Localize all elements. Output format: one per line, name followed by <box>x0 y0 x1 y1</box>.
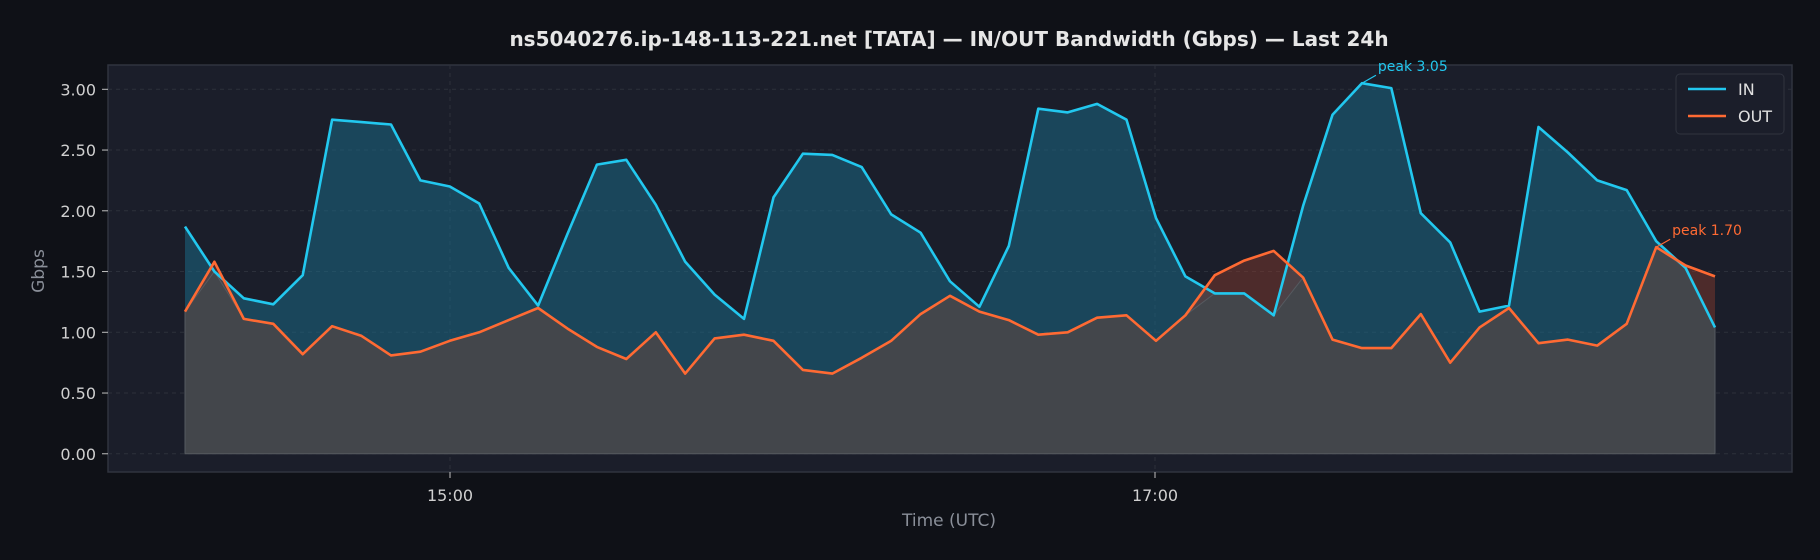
annotation-leader <box>1655 238 1671 248</box>
legend: IN OUT <box>1675 73 1785 135</box>
y-tick-label: 2.50 <box>60 141 96 160</box>
x-tick-label: 17:00 <box>1132 486 1178 505</box>
series-lines <box>183 81 1717 375</box>
y-tick-label: 0.50 <box>60 384 96 403</box>
annotation-leader <box>1361 74 1377 84</box>
y-axis: 0.00 0.50 1.00 1.50 2.00 2.50 3.00 <box>60 80 108 464</box>
peak-annotation: peak 3.05 <box>1378 59 1448 75</box>
series-line-out <box>183 245 1716 375</box>
legend-label: IN <box>1738 80 1755 99</box>
x-tick-label: 15:00 <box>427 486 473 505</box>
chart-title: ns5040276.ip-148-113-221.net [TATA] — IN… <box>509 27 1388 51</box>
annotations: peak 3.05 peak 1.70 <box>1361 59 1742 248</box>
y-tick-label: 3.00 <box>60 80 96 99</box>
peak-annotation: peak 1.70 <box>1672 223 1742 239</box>
y-tick-label: 0.00 <box>60 445 96 464</box>
x-axis: 15:00 17:00 <box>427 472 1178 505</box>
y-tick-label: 2.00 <box>60 202 96 221</box>
legend-label: OUT <box>1738 107 1772 126</box>
y-axis-label: Gbps <box>29 249 49 293</box>
series-areas <box>184 83 1716 455</box>
series-line-in <box>183 81 1717 328</box>
x-axis-label: Time (UTC) <box>901 511 996 531</box>
y-tick-label: 1.00 <box>60 323 96 342</box>
y-tick-label: 1.50 <box>60 263 96 282</box>
